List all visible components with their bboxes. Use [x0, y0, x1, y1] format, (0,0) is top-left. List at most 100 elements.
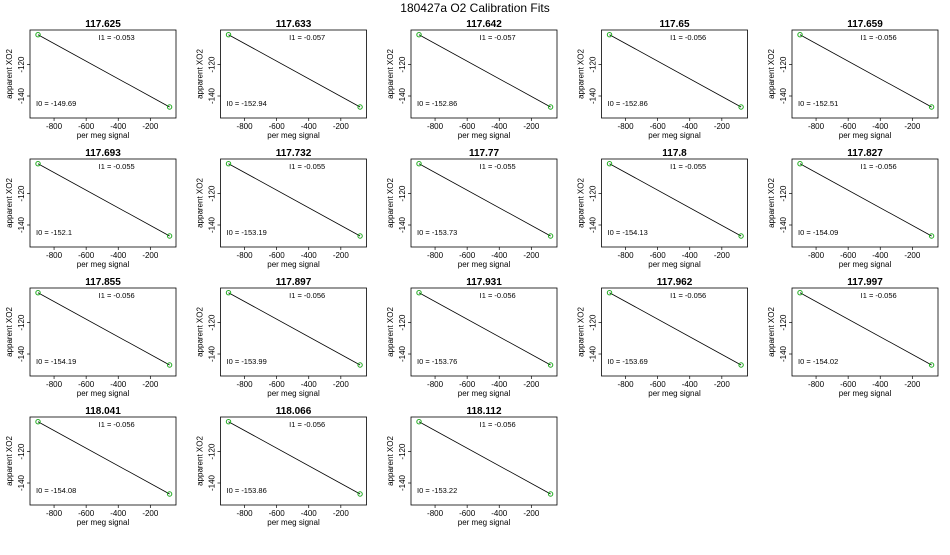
x-tick-label: -200: [523, 509, 540, 518]
x-tick-label: -200: [714, 251, 731, 260]
y-axis-label: apparent XO2: [196, 49, 205, 99]
x-tick-label: -800: [46, 380, 63, 389]
plot-frame: [220, 416, 367, 506]
x-tick-label: -200: [333, 380, 350, 389]
x-axis-label: per meg signal: [458, 518, 511, 527]
x-tick-label: -400: [301, 251, 318, 260]
panel-title: 117.855: [85, 277, 121, 288]
x-tick-label: -800: [427, 251, 444, 260]
i0-value: -154.02: [813, 357, 838, 366]
panel-title: 117.931: [466, 277, 502, 288]
i0-annotation: I0 = -152.86: [608, 99, 648, 108]
data-point: [928, 104, 935, 110]
fit-line: [418, 292, 551, 366]
x-tick-label: -600: [459, 509, 476, 518]
y-axis-label: apparent XO2: [5, 49, 14, 99]
i0-value: -152.1: [51, 228, 72, 237]
x-tick-label: -200: [523, 122, 540, 131]
x-tick-label: -800: [618, 251, 635, 260]
i1-value: -0.055: [113, 162, 134, 171]
fit-line: [609, 163, 742, 237]
x-tick-label: -600: [459, 380, 476, 389]
i1-label: I1 =: [480, 33, 495, 42]
i0-annotation: I0 = -153.19: [227, 228, 267, 237]
i1-value: -0.056: [875, 162, 896, 171]
i1-label: I1 =: [861, 33, 876, 42]
data-point: [547, 104, 554, 110]
i0-value: -153.99: [241, 357, 266, 366]
fit-line: [799, 34, 932, 108]
i1-label: I1 =: [480, 291, 495, 300]
x-tick-label: -400: [301, 509, 318, 518]
x-tick-label: -600: [78, 251, 95, 260]
i0-label: I0 =: [36, 486, 51, 495]
data-point: [606, 290, 613, 296]
data-point: [797, 32, 803, 38]
y-tick-label: -140: [589, 345, 598, 362]
figure-title: 180427a O2 Calibration Fits: [400, 1, 549, 15]
x-axis-label: per meg signal: [77, 131, 130, 140]
panel-title: 117.65: [659, 19, 689, 30]
y-tick-label: -120: [17, 314, 26, 331]
y-axis-label: apparent XO2: [577, 307, 586, 357]
i0-annotation: I0 = -152.94: [227, 99, 267, 108]
i0-annotation: I0 = -154.13: [608, 228, 648, 237]
i1-annotation: I1 = -0.056: [861, 33, 897, 42]
i1-value: -0.056: [113, 291, 134, 300]
y-axis-label: apparent XO2: [577, 178, 586, 228]
data-point: [547, 362, 554, 368]
panel: 118.066 I1 = -0.056 I0 = -153.86 -800 -600 -4…: [196, 406, 367, 527]
y-tick-label: -140: [589, 87, 598, 104]
plot-frame: [791, 287, 939, 377]
i0-value: -152.51: [813, 99, 838, 108]
x-tick-label: -600: [459, 251, 476, 260]
data-point: [928, 362, 935, 368]
data-point: [797, 161, 803, 167]
x-tick-label: -800: [46, 251, 63, 260]
x-tick-label: -200: [523, 380, 540, 389]
i0-annotation: I0 = -153.73: [417, 228, 457, 237]
y-axis-label: apparent XO2: [196, 436, 205, 486]
panel-title: 117.997: [847, 277, 883, 288]
i0-label: I0 =: [227, 486, 242, 495]
data-point: [357, 491, 363, 497]
y-axis-label: apparent XO2: [196, 307, 205, 357]
y-axis-label: apparent XO2: [196, 178, 205, 228]
y-tick-label: -120: [398, 56, 407, 73]
panel: 117.997 I1 = -0.056 I0 = -154.02 -800 -600 -4…: [767, 277, 939, 398]
fit-line: [799, 163, 932, 237]
y-axis-label: apparent XO2: [5, 178, 14, 228]
x-tick-label: -600: [78, 122, 95, 131]
i0-label: I0 =: [798, 99, 813, 108]
i1-label: I1 =: [99, 291, 114, 300]
x-tick-label: -400: [110, 122, 127, 131]
i0-annotation: I0 = -154.08: [36, 486, 76, 495]
i0-label: I0 =: [417, 228, 432, 237]
data-point: [166, 491, 173, 497]
x-tick-label: -800: [237, 380, 254, 389]
y-tick-label: -140: [208, 216, 217, 233]
x-tick-label: -800: [808, 122, 825, 131]
i0-label: I0 =: [798, 228, 813, 237]
panels-layer: 117.625 I1 = -0.053 I0 = -149.69 -800 -600 -4…: [5, 19, 939, 527]
y-tick-label: -120: [779, 314, 788, 331]
y-tick-label: -120: [208, 185, 217, 202]
i1-annotation: I1 = -0.056: [861, 291, 897, 300]
x-tick-label: -800: [46, 122, 63, 131]
y-tick-label: -140: [17, 216, 26, 233]
plot-frame: [410, 416, 558, 506]
data-point: [357, 104, 363, 110]
x-tick-label: -200: [333, 122, 350, 131]
i0-value: -149.69: [51, 99, 76, 108]
x-axis-label: per meg signal: [648, 389, 701, 398]
y-tick-label: -140: [398, 87, 407, 104]
data-point: [166, 104, 173, 110]
data-point: [225, 290, 232, 296]
x-tick-label: -400: [110, 509, 127, 518]
data-point: [35, 419, 41, 425]
x-tick-label: -200: [904, 122, 921, 131]
i0-annotation: I0 = -153.86: [227, 486, 267, 495]
i1-annotation: I1 = -0.056: [99, 420, 135, 429]
x-axis-label: per meg signal: [267, 260, 320, 269]
x-tick-label: -400: [491, 251, 508, 260]
